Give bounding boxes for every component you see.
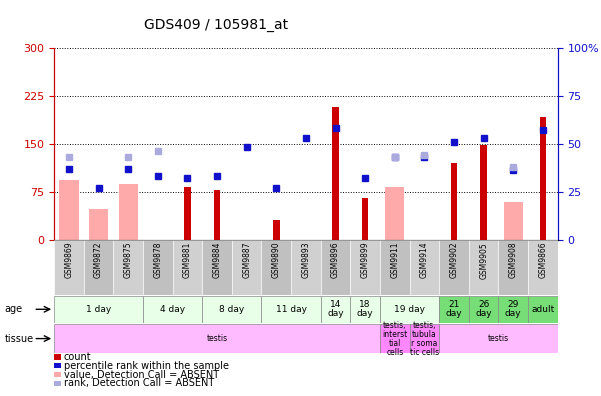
Text: GSM9887: GSM9887 — [242, 242, 251, 278]
Text: GSM9869: GSM9869 — [64, 242, 73, 278]
Text: GSM9875: GSM9875 — [124, 242, 133, 278]
Text: GSM9899: GSM9899 — [361, 242, 370, 278]
Text: 18
day: 18 day — [357, 300, 373, 318]
Bar — [410, 324, 439, 353]
Bar — [350, 296, 380, 323]
Text: age: age — [5, 304, 23, 314]
Bar — [261, 296, 321, 323]
Text: percentile rank within the sample: percentile rank within the sample — [64, 361, 229, 371]
Text: rank, Detection Call = ABSENT: rank, Detection Call = ABSENT — [64, 378, 214, 388]
Bar — [540, 117, 546, 240]
Text: 8 day: 8 day — [219, 305, 245, 314]
Bar — [498, 240, 528, 295]
Bar — [469, 240, 498, 295]
Bar — [480, 145, 487, 240]
Text: GSM9902: GSM9902 — [450, 242, 459, 278]
Bar — [118, 184, 138, 240]
Text: GSM9878: GSM9878 — [153, 242, 162, 278]
Text: tissue: tissue — [5, 333, 34, 344]
Bar — [143, 240, 172, 295]
Text: count: count — [64, 352, 91, 362]
Bar — [380, 324, 410, 353]
Bar — [114, 240, 143, 295]
Bar — [54, 324, 380, 353]
Bar — [439, 324, 558, 353]
Bar — [202, 296, 261, 323]
Bar — [214, 190, 221, 240]
Bar — [59, 180, 79, 240]
Text: GSM9908: GSM9908 — [509, 242, 518, 278]
Bar — [528, 240, 558, 295]
Bar — [84, 240, 114, 295]
Bar — [439, 296, 469, 323]
Text: 11 day: 11 day — [276, 305, 307, 314]
Bar — [184, 187, 191, 240]
Text: testis,
tubula
r soma
tic cells: testis, tubula r soma tic cells — [410, 321, 439, 356]
Bar — [54, 296, 143, 323]
Bar — [321, 296, 350, 323]
Text: testis: testis — [488, 334, 509, 343]
Text: GSM9896: GSM9896 — [331, 242, 340, 278]
Text: 29
day: 29 day — [505, 300, 522, 318]
Bar — [202, 240, 232, 295]
Text: 21
day: 21 day — [446, 300, 462, 318]
Text: 19 day: 19 day — [394, 305, 425, 314]
Text: adult: adult — [531, 305, 555, 314]
Text: GSM9905: GSM9905 — [479, 242, 488, 278]
Text: testis,
interst
tial
cells: testis, interst tial cells — [382, 321, 407, 356]
Text: GSM9893: GSM9893 — [302, 242, 310, 278]
Bar — [143, 296, 202, 323]
Bar — [504, 202, 523, 240]
Bar — [232, 240, 261, 295]
Bar — [469, 296, 498, 323]
Bar — [439, 240, 469, 295]
Bar — [54, 240, 84, 295]
Bar — [528, 296, 558, 323]
Bar — [172, 240, 202, 295]
Text: GDS409 / 105981_at: GDS409 / 105981_at — [144, 18, 288, 32]
Bar — [385, 187, 404, 240]
Bar — [261, 240, 291, 295]
Bar — [273, 220, 279, 240]
Bar — [380, 240, 410, 295]
Text: GSM9881: GSM9881 — [183, 242, 192, 278]
Bar — [350, 240, 380, 295]
Text: value, Detection Call = ABSENT: value, Detection Call = ABSENT — [64, 369, 219, 380]
Bar — [89, 209, 108, 240]
Text: GSM9914: GSM9914 — [420, 242, 429, 278]
Text: GSM9866: GSM9866 — [538, 242, 548, 278]
Bar — [451, 163, 457, 240]
Text: GSM9884: GSM9884 — [213, 242, 222, 278]
Text: testis: testis — [207, 334, 228, 343]
Bar — [321, 240, 350, 295]
Bar — [498, 296, 528, 323]
Bar — [362, 198, 368, 240]
Bar — [410, 240, 439, 295]
Text: GSM9872: GSM9872 — [94, 242, 103, 278]
Bar — [380, 296, 439, 323]
Text: 1 day: 1 day — [86, 305, 111, 314]
Text: GSM9890: GSM9890 — [272, 242, 281, 278]
Bar — [291, 240, 321, 295]
Text: 14
day: 14 day — [327, 300, 344, 318]
Text: GSM9911: GSM9911 — [390, 242, 399, 278]
Bar — [332, 107, 339, 240]
Text: 26
day: 26 day — [475, 300, 492, 318]
Text: 4 day: 4 day — [160, 305, 185, 314]
